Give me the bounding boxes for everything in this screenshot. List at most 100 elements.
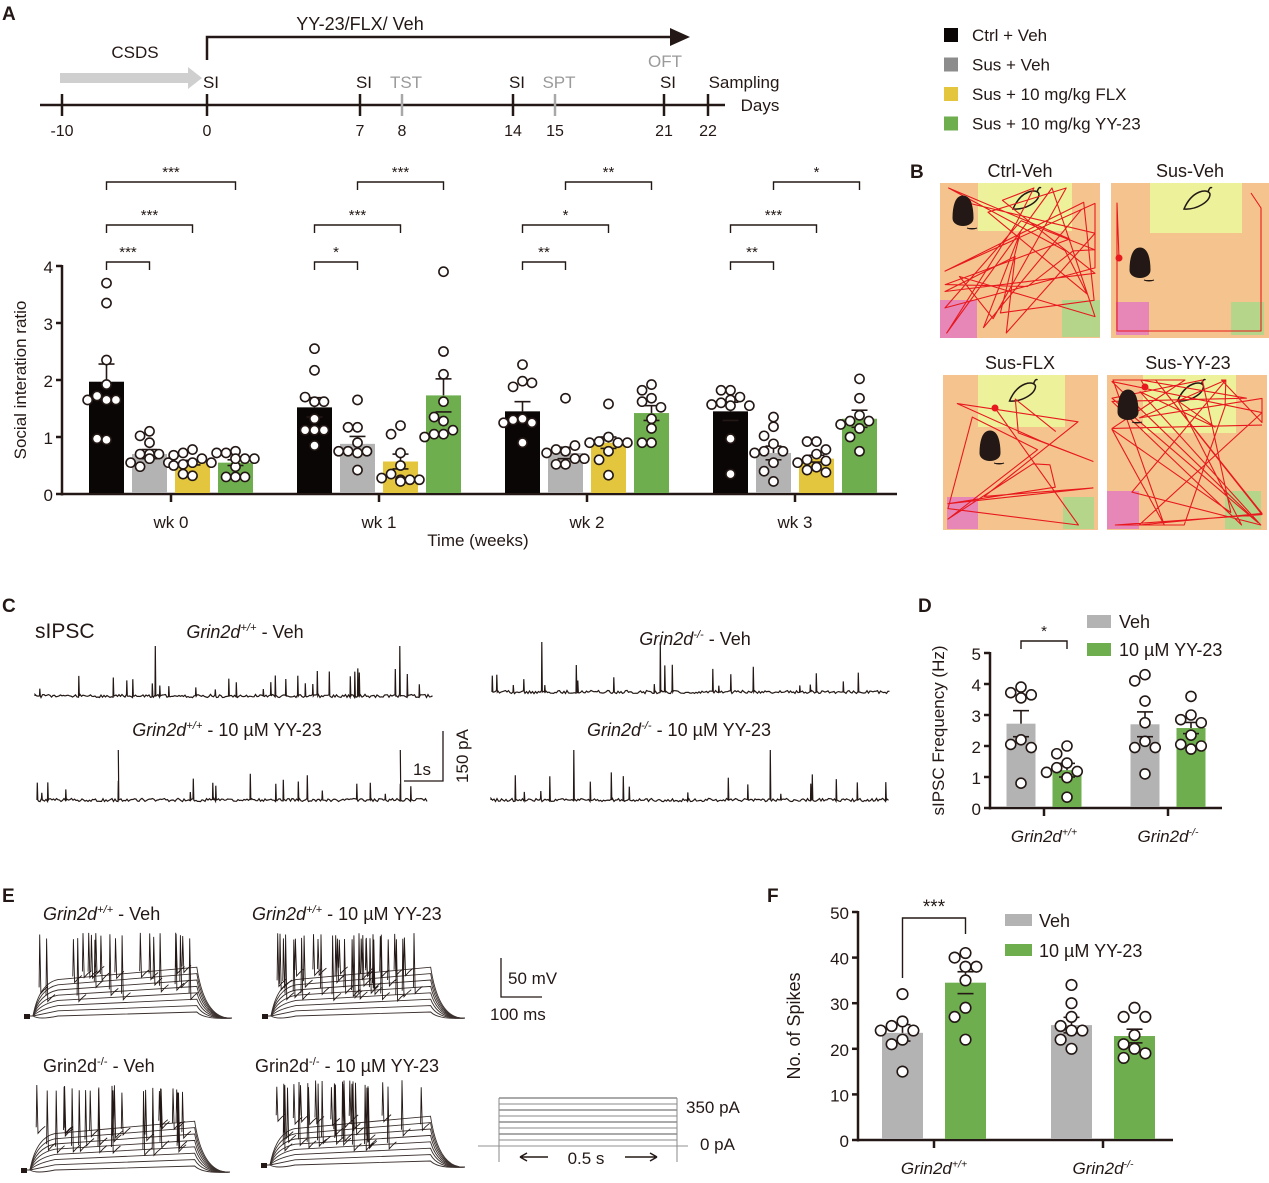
gene-name: Grin2d (639, 629, 694, 649)
data-point (1139, 1047, 1152, 1060)
data-point (309, 440, 320, 451)
data-point (438, 266, 449, 278)
genotype-superscript: -/- (641, 720, 652, 732)
data-point (1015, 733, 1027, 746)
data-point (854, 445, 865, 457)
data-point (299, 391, 311, 403)
data-point (1128, 1042, 1141, 1055)
arrow-left-icon (519, 1152, 548, 1162)
data-point (854, 373, 865, 385)
y-tick-label: 0 (972, 800, 981, 819)
label-suffix: - 10 µM YY-23 (322, 904, 441, 924)
legend-label: 10 µM YY-23 (1119, 640, 1222, 660)
data-point (1117, 1038, 1130, 1051)
timeline-event-label: Sampling (709, 73, 780, 92)
data-point (646, 392, 657, 404)
data-point (144, 425, 155, 437)
voltage-trace (262, 1154, 466, 1168)
data-point (896, 1015, 909, 1028)
data-point (1061, 771, 1073, 784)
data-point (438, 346, 449, 357)
label-suffix: - 10 µM YY-23 (202, 720, 321, 740)
data-point (541, 447, 553, 459)
scale-bar (404, 731, 444, 782)
movement-track (1116, 192, 1262, 332)
data-point (811, 461, 822, 473)
sipsc-trace (491, 641, 890, 695)
data-point (569, 453, 581, 465)
significance-bracket (356, 181, 445, 190)
data-point (970, 960, 983, 973)
gene-name: Grin2d (587, 720, 642, 740)
data-point (187, 444, 198, 455)
data-point (885, 1019, 898, 1033)
corner-zone-right (1062, 300, 1100, 337)
data-point (655, 401, 667, 413)
significance-stars: * (333, 244, 339, 261)
data-point (309, 424, 320, 436)
voltage-trace (25, 966, 233, 1019)
data-point (1195, 740, 1208, 752)
timeline-event-label: SPT (542, 73, 575, 92)
trace-start-marker (24, 1014, 30, 1019)
data-point (854, 392, 865, 404)
data-point (91, 433, 103, 445)
significance-bracket (521, 224, 610, 233)
significance-bracket (1020, 640, 1068, 649)
genotype-superscript: -/- (97, 1056, 108, 1068)
track-start-dot (991, 404, 999, 412)
voltage-trace (25, 1011, 233, 1019)
data-point (725, 400, 736, 412)
data-point (1071, 765, 1084, 778)
data-point (352, 437, 363, 449)
data-point (134, 461, 146, 473)
scale-time-label: 100 ms (490, 1005, 546, 1024)
data-point (318, 424, 330, 436)
gene-name: Grin2d (252, 904, 307, 924)
corner-zone-left (1107, 491, 1139, 529)
data-point (725, 384, 736, 396)
data-point (603, 398, 614, 410)
data-point (91, 390, 103, 402)
data-point (526, 417, 538, 429)
data-point (959, 1033, 972, 1046)
bar (426, 395, 461, 493)
voltage-trace (22, 1146, 231, 1173)
data-point (801, 464, 813, 476)
data-point (646, 413, 657, 425)
y-tick-label: 2 (972, 738, 981, 757)
arena-2: Sus-Veh (1111, 161, 1269, 338)
y-tick-label: 4 (972, 676, 981, 695)
data-point (820, 444, 832, 455)
significance-bracket (521, 261, 567, 270)
label-suffix: - Veh (257, 622, 304, 642)
y-tick-label: 0 (840, 1132, 849, 1151)
panel-letter-e: E (2, 886, 15, 907)
significance-stars: *** (141, 207, 159, 224)
data-point (560, 392, 571, 404)
significance-bracket (105, 181, 237, 190)
data-point (196, 453, 208, 465)
significance-stars: * (814, 164, 820, 181)
voltage-trace (22, 1159, 231, 1173)
data-point (1139, 716, 1151, 729)
trace-label: Grin2d-/- - Veh (639, 629, 751, 649)
data-point (550, 444, 562, 455)
trace-label: Grin2d+/+ - Veh (43, 904, 160, 924)
data-point (177, 468, 189, 480)
data-point (584, 437, 596, 449)
gene-name: Grin2d (43, 1056, 97, 1076)
genotype-superscript: -/- (1124, 1159, 1134, 1171)
significance-stars: *** (349, 207, 367, 224)
data-point (342, 445, 354, 457)
trace-start-marker (262, 1014, 268, 1019)
y-tick-label: 1 (44, 429, 53, 448)
data-point (168, 460, 180, 471)
data-point (768, 421, 779, 433)
genotype-superscript: +/+ (1062, 827, 1077, 839)
data-point (144, 453, 155, 465)
data-point (1117, 1051, 1130, 1065)
x-tick-label: Grin2d+/+ (901, 1159, 967, 1178)
legend-label: Sus + 10 mg/kg FLX (972, 85, 1127, 104)
panel-letter-a: A (2, 4, 16, 25)
